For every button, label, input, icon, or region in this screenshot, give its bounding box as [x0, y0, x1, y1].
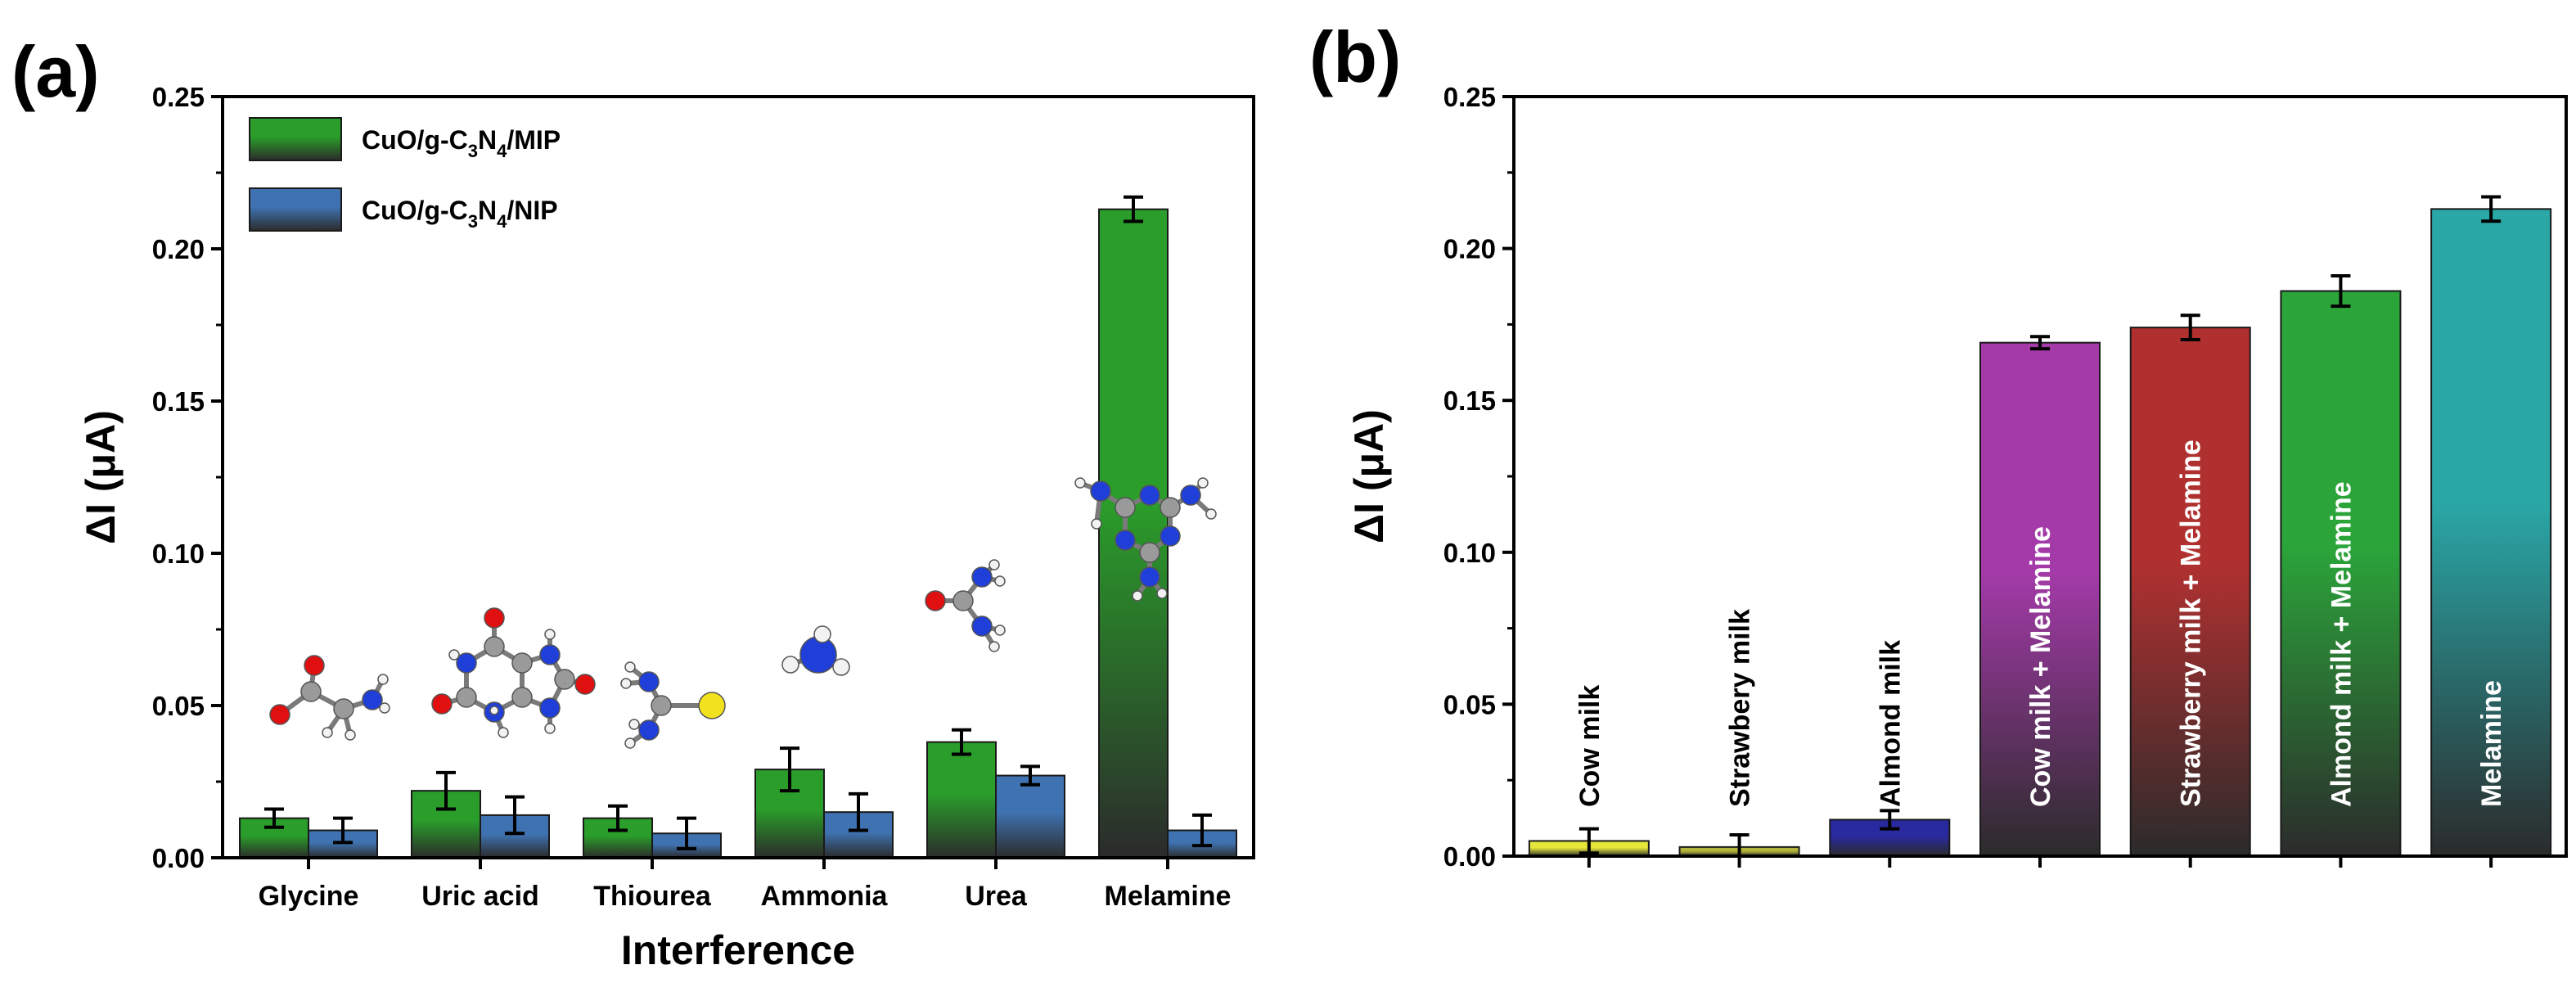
panel-b-x-axis	[1587, 856, 2493, 868]
panel-a-y-tick-label: 0.25	[152, 82, 205, 112]
panel-b-error-bar	[2331, 274, 2351, 309]
panel-a-error-bar	[333, 816, 353, 845]
panel-a-error-bar	[1192, 813, 1212, 848]
panel-a-legend-swatch	[249, 187, 342, 232]
panel-b-label: (b)	[1309, 16, 1401, 97]
thiourea-molecule-icon	[620, 661, 726, 749]
panel-b-y-tick-label: 0.15	[1443, 386, 1496, 416]
panel-b-bar	[2280, 290, 2402, 857]
panel-a-legend-label: CuO/g-C3N4/MIP	[362, 125, 561, 161]
panel-b-y-tick-label: 0.05	[1443, 689, 1496, 719]
panel-b-bar-label: Cow milk + Melamine	[2025, 526, 2056, 807]
panel-a-error-bar	[677, 816, 696, 850]
panel-a-category-label: Glycine	[259, 881, 359, 912]
panel-a-bar-nip	[995, 774, 1065, 859]
panel-a-y-tick-label: 0.15	[152, 386, 205, 417]
panel-b-error-bar	[2180, 313, 2200, 341]
panel-a-y-axis: 0.00 0.05 0.10 0.15 0.20 0.25	[152, 82, 223, 873]
panel-a-molecules	[269, 477, 1217, 749]
panel-a-legend: CuO/g-C3N4/MIP CuO/g-C3N4/NIP	[249, 117, 561, 232]
panel-b-bar-label: Strawbery milk	[1725, 609, 1756, 807]
panel-a-category-label: Uric acid	[421, 881, 539, 912]
panel-b-bar-label: Almond milk + Melamine	[2326, 481, 2357, 807]
ammonia-molecule-icon	[781, 625, 850, 676]
panel-a-legend-item-nip: CuO/g-C3N4/NIP	[249, 187, 558, 232]
melamine-molecule-icon	[1074, 477, 1217, 602]
panel-a-legend-swatch	[249, 117, 342, 161]
panel-a-bar-mip	[1098, 208, 1169, 859]
panel-a-y-tick-label: 0.20	[152, 234, 205, 264]
panel-b-y-axis-title: ΔI (μA)	[1346, 409, 1392, 543]
panel-b-y-tick-label: 0.25	[1443, 82, 1496, 112]
panel-a-legend-label: CuO/g-C3N4/NIP	[362, 196, 558, 232]
panel-b-error-bar	[2481, 195, 2502, 223]
panel-a-x-axis: Glycine Uric acid Thiourea Ammonia Urea Melam…	[259, 858, 1232, 912]
panel-a-y-tick-label: 0.00	[152, 843, 205, 873]
panel-b-bar-label: Strawberry milk + Melamine	[2176, 440, 2207, 807]
panel-b-error-bar	[2030, 335, 2050, 351]
panel-a-error-bar	[436, 770, 456, 811]
panel-b-error-bar	[1578, 827, 1599, 855]
panel-a-error-bar	[849, 791, 868, 832]
panel-b-y-axis: 0.00 0.05 0.10 0.15 0.20 0.25	[1443, 82, 1514, 872]
panel-b: (b) Cow milk Strawbery milk Almond milk Cow…	[1309, 16, 2568, 872]
panel-b-bar-label: Almond milk	[1875, 640, 1906, 807]
panel-a-legend-item-mip: CuO/g-C3N4/MIP	[249, 117, 561, 161]
panel-b-bar-label: Melamine	[2476, 680, 2507, 807]
panel-a-error-bar	[264, 807, 284, 829]
panel-b-error-bar	[1880, 809, 1900, 831]
panel-b-y-tick-label: 0.00	[1443, 841, 1496, 872]
urea-molecule-icon	[925, 559, 1006, 652]
panel-b-bar-label: Cow milk	[1574, 685, 1605, 807]
panel-a-y-tick-label: 0.10	[152, 539, 205, 569]
panel-a-category-label: Urea	[965, 881, 1028, 912]
panel-a-y-axis-title: ΔI (μA)	[78, 410, 124, 544]
panel-b-bars: Cow milk Strawbery milk Almond milk Cow mil…	[1528, 195, 2552, 858]
panel-a-bar-mip	[926, 741, 997, 859]
panel-a-error-bar	[780, 746, 799, 793]
panel-a-x-axis-title: Interference	[621, 927, 855, 973]
panel-a-label: (a)	[11, 31, 100, 112]
panel-a-category-label: Thiourea	[593, 881, 712, 912]
panel-a-error-bar	[505, 795, 525, 836]
uric-acid-molecule-icon	[431, 607, 596, 738]
panel-a-error-bar	[952, 728, 971, 756]
panel-a-bars	[239, 195, 1237, 859]
panel-a-error-bar	[1124, 195, 1143, 223]
panel-a: (a) 0.00 0.05 0.10 0.15 0.20 0.25 Glycine Uric…	[11, 31, 1255, 973]
panel-a-category-label: Ammonia	[761, 881, 889, 912]
panel-a-category-label: Melamine	[1105, 881, 1232, 912]
glycine-molecule-icon	[269, 655, 390, 741]
panel-b-y-tick-label: 0.20	[1443, 234, 1496, 264]
panel-a-error-bar	[608, 804, 628, 832]
panel-a-y-tick-label: 0.05	[152, 691, 205, 721]
panel-b-bar	[2129, 327, 2251, 857]
panel-b-y-tick-label: 0.10	[1443, 538, 1496, 568]
panel-a-error-bar	[1020, 764, 1040, 787]
